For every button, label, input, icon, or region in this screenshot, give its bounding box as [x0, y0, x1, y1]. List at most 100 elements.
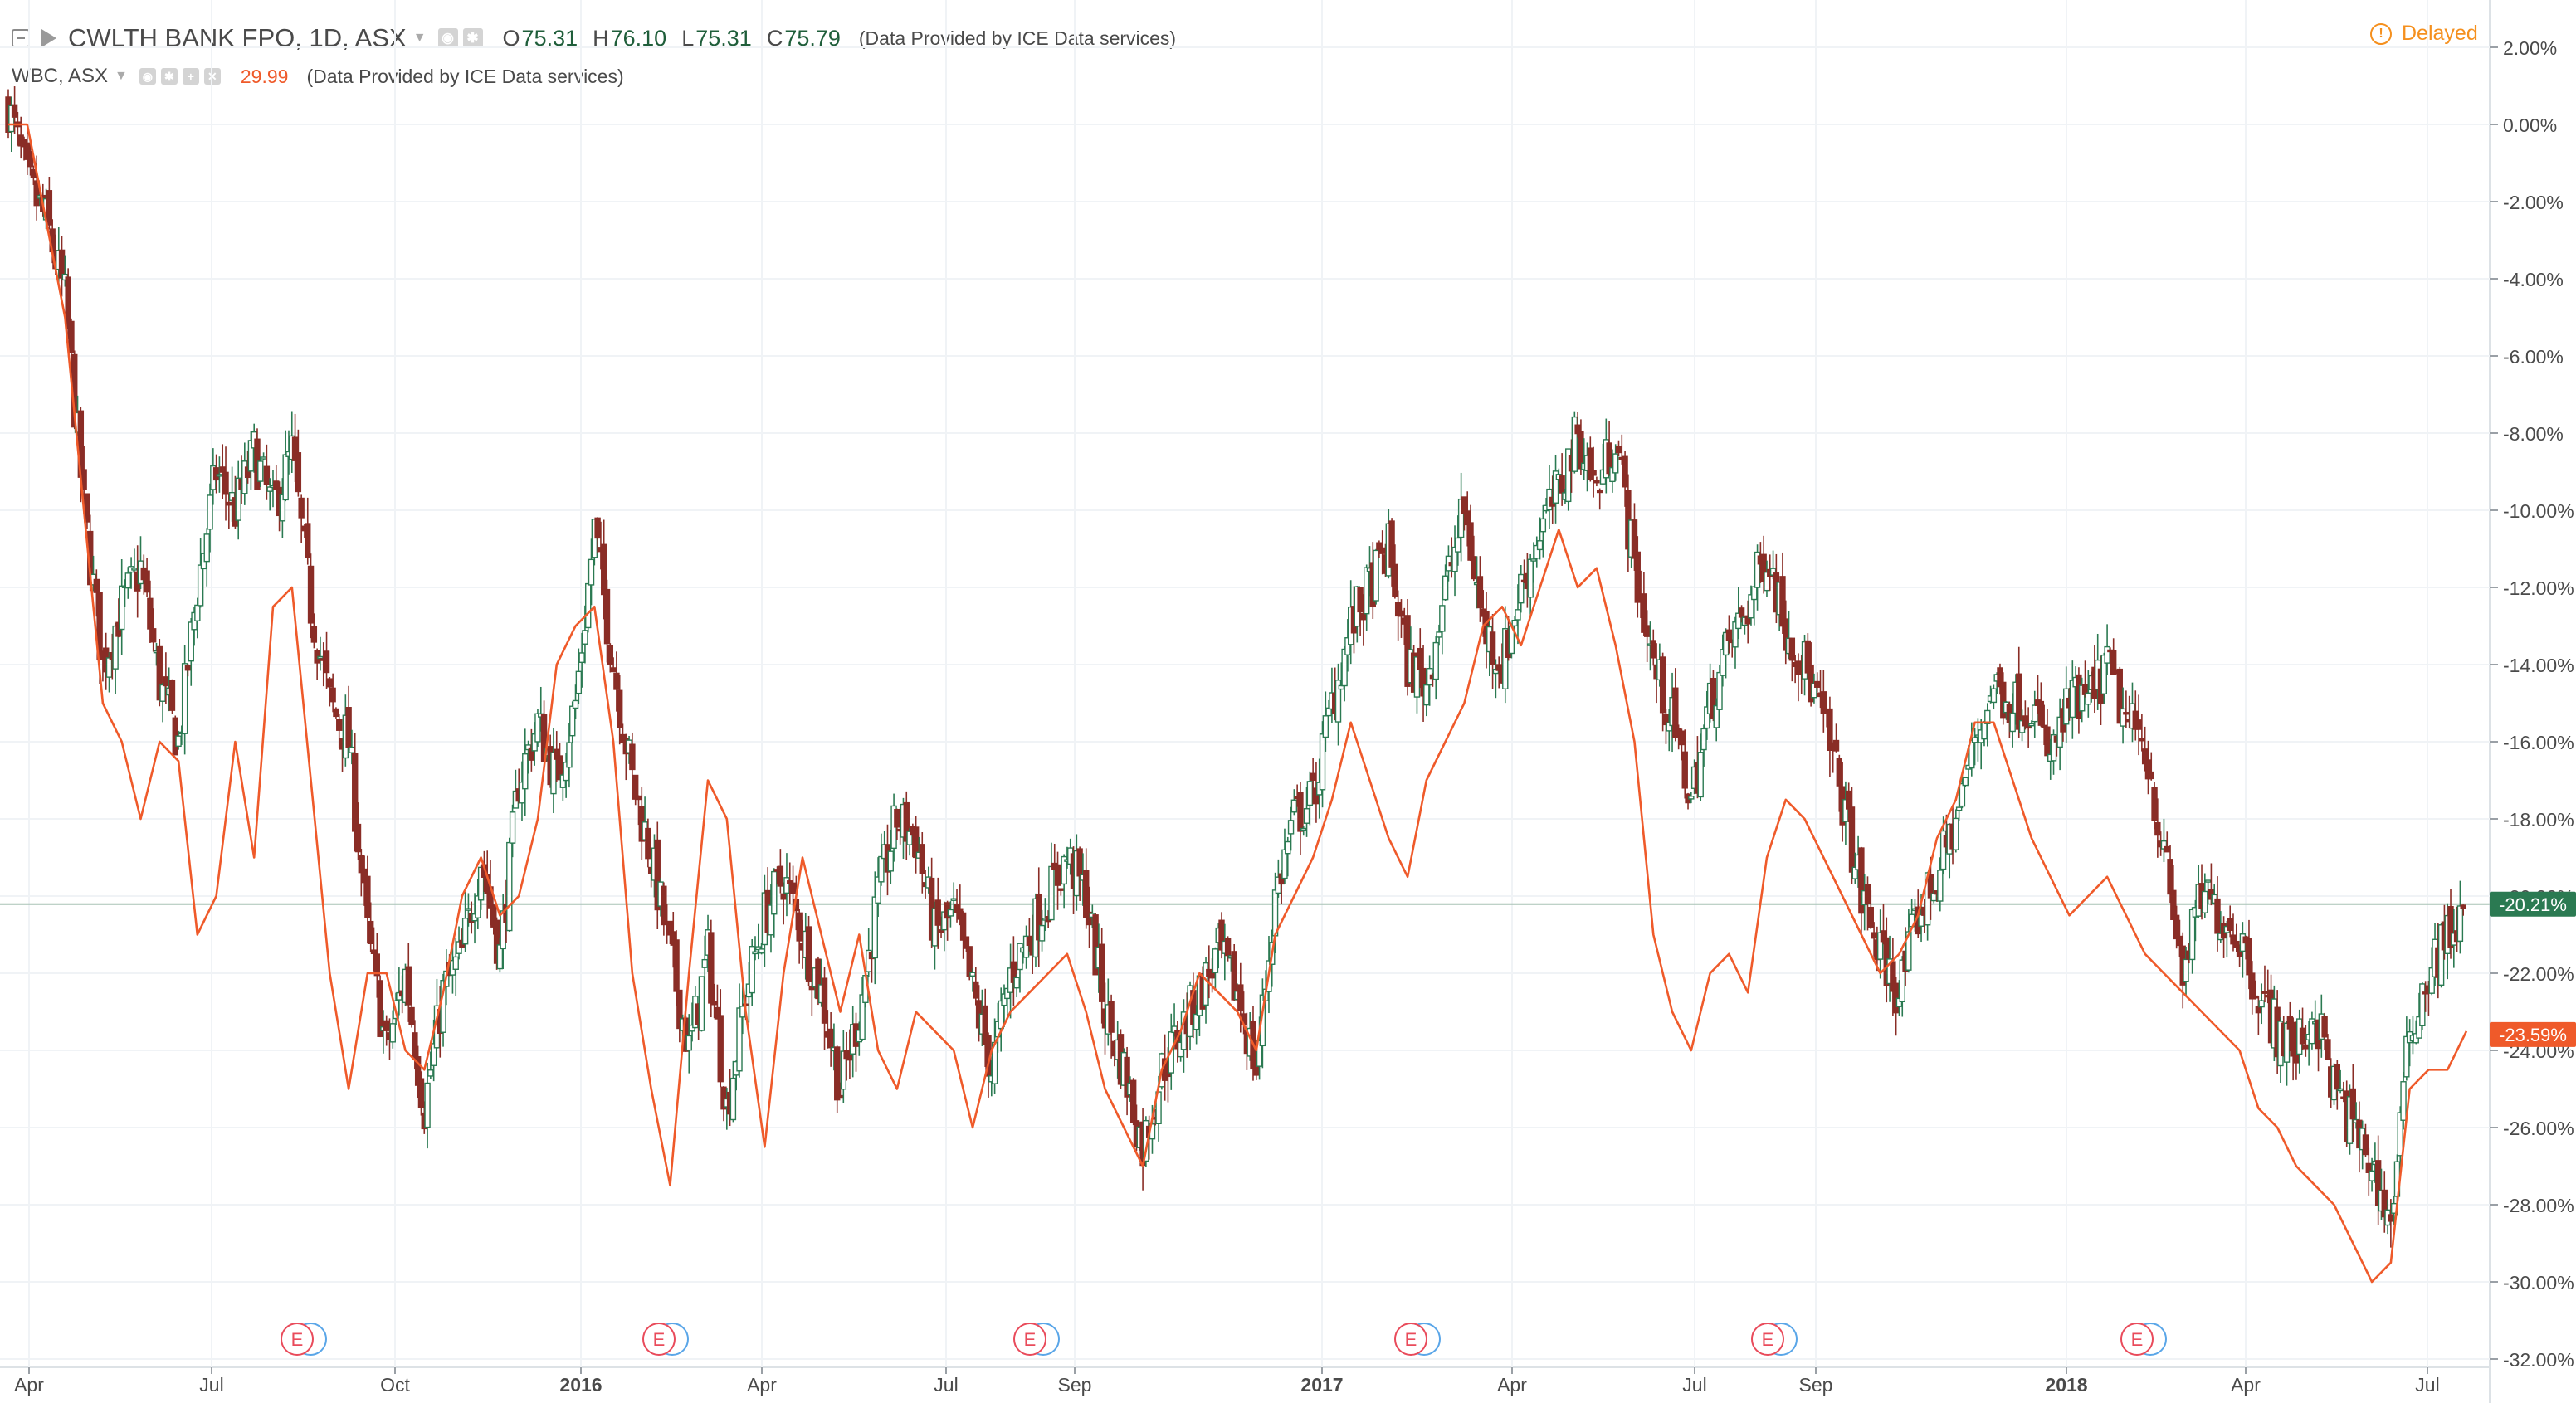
candle-body [282, 454, 289, 501]
candle-body [207, 494, 213, 530]
candle-body [1688, 796, 1695, 800]
earnings-marker[interactable] [2120, 1323, 2154, 1356]
candle-body [534, 713, 541, 743]
candle-body [783, 877, 790, 894]
candle-body [1527, 558, 1534, 598]
candle-body [430, 1043, 437, 1066]
candle-body [2246, 938, 2252, 976]
eye-icon[interactable]: ◉ [139, 68, 156, 85]
candle-body [212, 467, 220, 481]
earnings-marker[interactable] [281, 1323, 314, 1356]
candle-body [736, 1007, 743, 1072]
candle-body [68, 320, 75, 354]
delayed-indicator[interactable]: ! Delayed [2370, 22, 2478, 46]
candle-body [2079, 684, 2086, 712]
candle-body [1357, 587, 1364, 613]
candle-body [603, 588, 611, 645]
candle-body [1788, 637, 1796, 661]
candle-body [1751, 586, 1758, 601]
candle-body [2167, 859, 2174, 895]
last-value-badge [2490, 891, 2576, 917]
candle-body [1076, 848, 1083, 877]
flag-icon[interactable] [41, 29, 56, 47]
gear-icon[interactable]: ✱ [462, 28, 483, 48]
candle-body [333, 708, 339, 718]
candle-body [1672, 687, 1679, 738]
eye-icon[interactable]: ◉ [437, 28, 458, 48]
compare-symbol-title[interactable]: WBC, ASX [12, 65, 109, 87]
candle-body [1725, 629, 1733, 641]
candle-body [1108, 1001, 1115, 1033]
x-tick-label: 2017 [1300, 1374, 1343, 1396]
close-value: 75.79 [784, 25, 841, 51]
candle-body [93, 578, 100, 593]
candle-body [973, 981, 979, 999]
low-key: L [681, 25, 695, 51]
earnings-marker-label: E [1405, 1329, 1417, 1350]
candle-body [1057, 888, 1065, 891]
candle-body [1937, 870, 1944, 902]
candle-body [144, 570, 150, 593]
plus-icon[interactable]: + [182, 68, 199, 85]
candle-body [216, 474, 223, 477]
candle-body [1643, 625, 1651, 637]
candle-body [27, 151, 34, 168]
candle-body [1417, 647, 1423, 670]
candle-body [1981, 722, 1988, 740]
candle-body [717, 1015, 724, 1083]
earnings-marker[interactable] [1013, 1323, 1046, 1356]
candle-body [2154, 821, 2161, 836]
candle-body [2204, 879, 2212, 883]
candle-body [969, 972, 976, 977]
candle-body [2349, 1088, 2356, 1120]
candle-body [1650, 640, 1656, 659]
candle-body [1905, 931, 1912, 971]
candle-body [1423, 684, 1430, 706]
candle-body [197, 564, 204, 607]
candle-body [1360, 612, 1367, 621]
candle-body [1061, 855, 1067, 885]
candle-body [1518, 573, 1525, 604]
low-value: 75.31 [695, 25, 752, 51]
candle-body [2460, 904, 2466, 909]
candle-body [1612, 453, 1619, 474]
candle-body [405, 966, 412, 1006]
chevron-down-icon[interactable]: ▼ [115, 69, 128, 83]
candle-body [461, 918, 469, 945]
candle-body [1836, 758, 1843, 787]
candle-body [1287, 820, 1295, 835]
earnings-marker[interactable] [642, 1323, 676, 1356]
candle-body [2032, 704, 2038, 723]
candle-body [2334, 1064, 2341, 1090]
y-tick-label: -16.00% [2503, 732, 2574, 753]
candle-body [1290, 799, 1298, 813]
open-key: O [502, 25, 520, 51]
x-tick-label: 2018 [2045, 1374, 2087, 1396]
candle-body [329, 687, 336, 703]
candle-body [364, 875, 371, 918]
candle-body [575, 670, 583, 694]
candle-body [184, 665, 192, 671]
candle-body [65, 276, 71, 329]
last-value-label: -20.21% [2499, 894, 2567, 915]
candle-body [645, 827, 651, 860]
candle-body [2139, 738, 2145, 742]
candle-body [758, 948, 765, 954]
candle-body [1489, 631, 1496, 665]
candle-body [771, 870, 778, 915]
candle-body [708, 932, 715, 1004]
close-key: C [766, 25, 783, 51]
gear-icon[interactable]: ✱ [160, 68, 178, 85]
candle-body [934, 899, 941, 926]
x-tick-label: Apr [2231, 1374, 2261, 1396]
candle-body [837, 1094, 844, 1099]
x-tick-label: Apr [14, 1374, 44, 1396]
candle-body [2016, 673, 2022, 730]
y-tick-label: -26.00% [2503, 1118, 2574, 1139]
earnings-marker[interactable] [1751, 1323, 1784, 1356]
chevron-down-icon[interactable]: ▼ [412, 31, 427, 45]
candle-body [1622, 455, 1628, 488]
candle-body [1038, 924, 1046, 942]
earnings-marker[interactable] [1394, 1323, 1427, 1356]
